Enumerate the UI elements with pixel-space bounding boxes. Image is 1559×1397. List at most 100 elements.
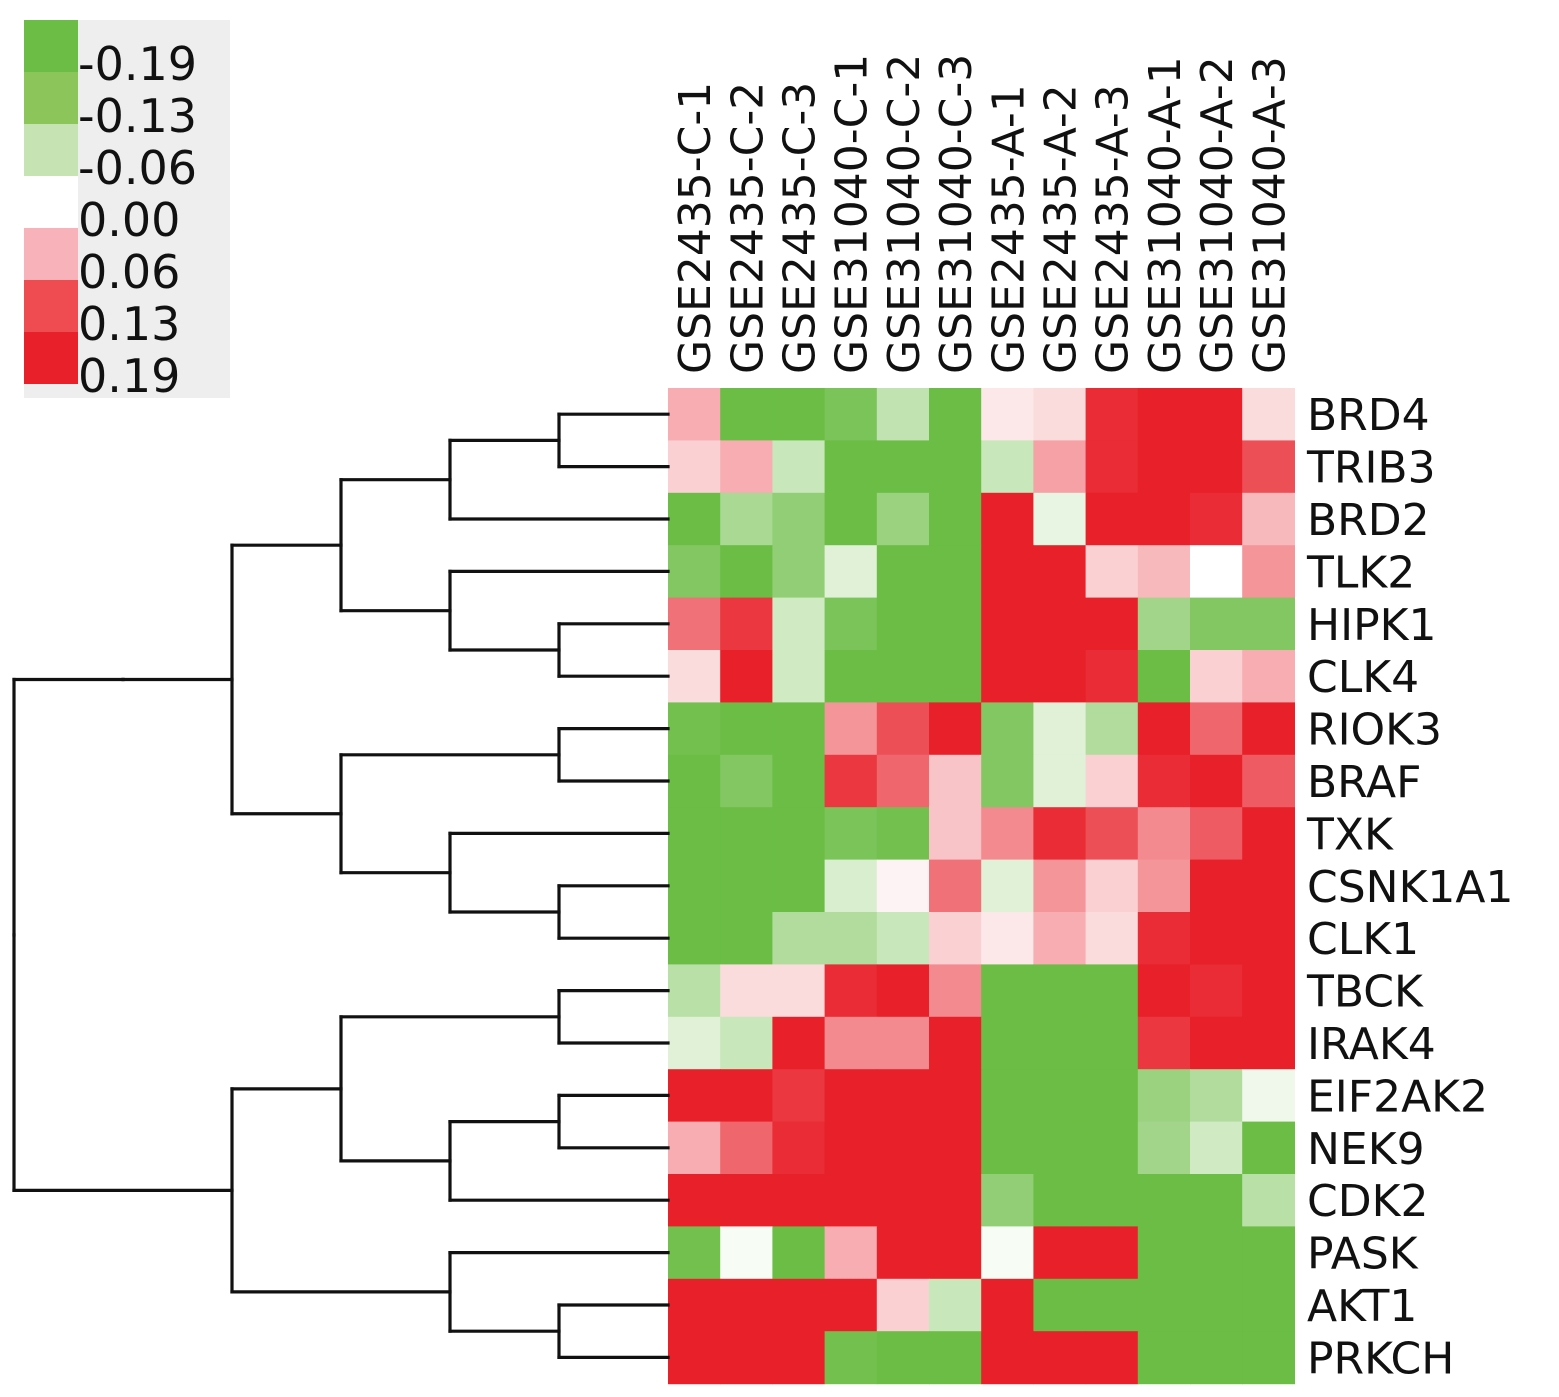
heatmap-cell-brd4-5 <box>876 388 930 441</box>
heatmap-cell-pask-6 <box>929 1226 982 1280</box>
heatmap-cell-braf-7 <box>981 754 1034 808</box>
heatmap-cell-txk-2 <box>720 807 773 861</box>
row-label: TRIB3 <box>1306 443 1436 494</box>
heatmap-cell-trib3-3 <box>772 440 826 494</box>
legend-swatch <box>24 228 78 280</box>
column-labels: GSE2435-C-1 GSE2435-C-2 GSE2435-C-3 GSE3104… <box>670 54 1295 374</box>
heatmap-cell-nek9-3 <box>772 1121 826 1175</box>
legend-label: -0.13 <box>78 89 197 143</box>
heatmap-cell-akt1-3 <box>772 1278 826 1332</box>
heatmap-cell-braf-10 <box>1137 754 1191 808</box>
heatmap-cell-trib3-12 <box>1242 440 1295 494</box>
heatmap-cell-tlk2-7 <box>981 545 1034 599</box>
heatmap-cell-txk-3 <box>772 807 826 861</box>
heatmap-cell-clk4-2 <box>720 650 773 703</box>
heatmap-cell-brd4-12 <box>1242 388 1295 441</box>
column-label: GSE31040-A-2 <box>1192 56 1243 374</box>
heatmap-cell-nek9-6 <box>929 1121 982 1175</box>
heatmap-cell-eif2ak2-7 <box>981 1069 1034 1123</box>
legend-label: 0.13 <box>78 297 180 351</box>
heatmap-cell-braf-4 <box>824 754 878 808</box>
heatmap-cell-eif2ak2-8 <box>1033 1069 1087 1123</box>
row-label: TXK <box>1306 809 1394 860</box>
heatmap-cell-cdk2-1 <box>668 1174 721 1227</box>
heatmap-cell-trib3-2 <box>720 440 773 494</box>
heatmap-cell-clk4-11 <box>1190 650 1243 703</box>
heatmap-cell-irak4-12 <box>1242 1016 1295 1070</box>
heatmap-cell-nek9-10 <box>1137 1121 1191 1175</box>
heatmap-cell-brd4-2 <box>720 388 773 441</box>
heatmap-cell-txk-10 <box>1137 807 1191 861</box>
heatmap-cell-tbck-5 <box>876 964 930 1018</box>
heatmap-cell-clk4-12 <box>1242 650 1295 703</box>
heatmap-cell-trib3-5 <box>876 440 930 494</box>
heatmap-cell-tlk2-6 <box>929 545 982 599</box>
heatmap-cell-eif2ak2-6 <box>929 1069 982 1123</box>
heatmap-cell-eif2ak2-3 <box>772 1069 826 1123</box>
heatmap-cell-trib3-1 <box>668 440 721 494</box>
column-label: GSE31040-C-2 <box>879 54 930 374</box>
heatmap-cell-tlk2-1 <box>668 545 721 599</box>
heatmap-cell-akt1-7 <box>981 1278 1034 1332</box>
heatmap-cell-clk1-11 <box>1190 912 1243 965</box>
heatmap-cell-riok3-9 <box>1085 702 1139 756</box>
heatmap-cell-prkch-5 <box>876 1331 930 1385</box>
heatmap-cell-txk-6 <box>929 807 982 861</box>
heatmap-cell-cdk2-7 <box>981 1174 1034 1227</box>
heatmap-cell-eif2ak2-10 <box>1137 1069 1191 1123</box>
row-label: NEK9 <box>1307 1124 1425 1175</box>
heatmap-cell-tbck-1 <box>668 964 721 1018</box>
heatmap-cell-tlk2-5 <box>876 545 930 599</box>
heatmap-cell-brd4-9 <box>1085 388 1139 441</box>
column-label: GSE2435-C-2 <box>722 82 773 374</box>
heatmap-cell-irak4-2 <box>720 1016 773 1070</box>
legend-swatch <box>24 20 78 72</box>
heatmap-cell-csnk1a1-8 <box>1033 859 1087 913</box>
heatmap-cell-akt1-8 <box>1033 1278 1087 1332</box>
heatmap-cell-nek9-11 <box>1190 1121 1243 1175</box>
heatmap-cell-hipk1-8 <box>1033 597 1087 651</box>
heatmap-cell-pask-11 <box>1190 1226 1243 1280</box>
row-label: CDK2 <box>1307 1176 1428 1227</box>
heatmap-cell-irak4-11 <box>1190 1016 1243 1070</box>
row-label: RIOK3 <box>1307 705 1442 756</box>
legend-swatch <box>24 332 78 384</box>
heatmap-cell-clk4-3 <box>772 650 826 703</box>
heatmap-cell-prkch-7 <box>981 1331 1034 1385</box>
heatmap-cell-riok3-12 <box>1242 702 1295 756</box>
heatmap-cell-nek9-2 <box>720 1121 773 1175</box>
heatmap-cell-clk4-7 <box>981 650 1034 703</box>
legend-label: 0.06 <box>78 245 180 299</box>
heatmap-cell-irak4-10 <box>1137 1016 1191 1070</box>
heatmap-cell-brd4-1 <box>668 388 721 441</box>
heatmap-cell-clk1-7 <box>981 912 1034 965</box>
heatmap-cell-irak4-9 <box>1085 1016 1139 1070</box>
heatmap-cell-clk4-1 <box>668 650 721 703</box>
heatmap-cell-tbck-10 <box>1137 964 1191 1018</box>
row-label: BRD4 <box>1307 390 1430 441</box>
heatmap-cell-csnk1a1-11 <box>1190 859 1243 913</box>
heatmap-cell-hipk1-6 <box>929 597 982 651</box>
heatmap-cell-akt1-10 <box>1137 1278 1191 1332</box>
heatmap-cell-clk4-10 <box>1137 650 1191 703</box>
heatmap-cell-braf-9 <box>1085 754 1139 808</box>
heatmap-cell-txk-7 <box>981 807 1034 861</box>
column-label: GSE2435-A-3 <box>1088 84 1139 374</box>
heatmap-cell-cdk2-3 <box>772 1174 826 1227</box>
heatmap-cell-pask-7 <box>981 1226 1034 1280</box>
heatmap-cell-csnk1a1-3 <box>772 859 826 913</box>
heatmap-cell-riok3-1 <box>668 702 721 756</box>
heatmap-cell-nek9-4 <box>824 1121 878 1175</box>
column-label: GSE2435-C-3 <box>775 82 826 374</box>
heatmap-cell-csnk1a1-7 <box>981 859 1034 913</box>
heatmap-cell-nek9-9 <box>1085 1121 1139 1175</box>
heatmap-cell-hipk1-7 <box>981 597 1034 651</box>
heatmap-cell-clk4-8 <box>1033 650 1087 703</box>
heatmap-cell-braf-11 <box>1190 754 1243 808</box>
heatmap-cell-riok3-11 <box>1190 702 1243 756</box>
legend-swatch <box>24 72 78 124</box>
heatmap-cell-brd4-10 <box>1137 388 1191 441</box>
heatmap-cell-akt1-4 <box>824 1278 878 1332</box>
heatmap-cell-clk1-8 <box>1033 912 1087 965</box>
heatmap-cell-brd2-12 <box>1242 492 1295 546</box>
